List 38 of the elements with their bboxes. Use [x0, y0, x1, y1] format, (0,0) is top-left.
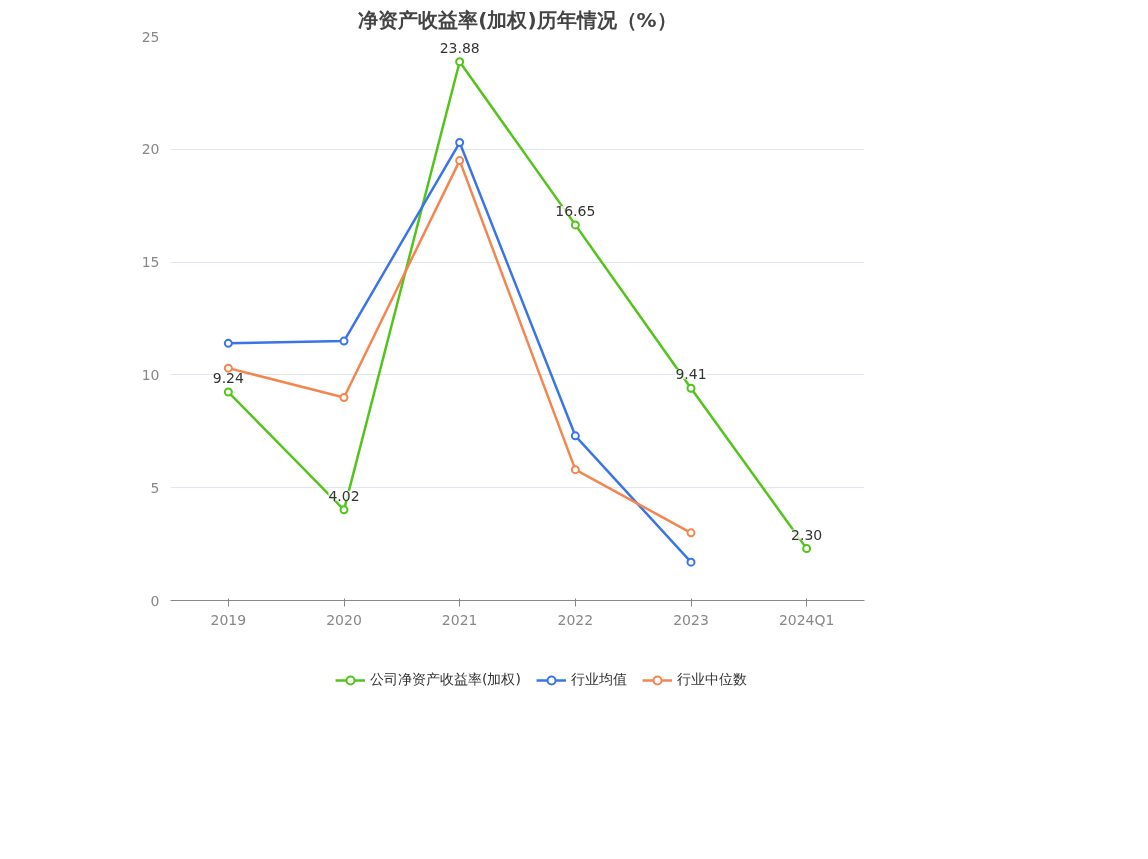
y-tick-label: 25	[141, 28, 160, 45]
point	[339, 505, 349, 515]
y-tick-label: 15	[141, 254, 160, 271]
point	[686, 528, 696, 538]
legend-label: 行业均值	[570, 671, 627, 689]
data-label: 23.88	[439, 39, 480, 56]
x-tick-label: 2021	[441, 611, 478, 628]
legend-label: 公司净资产收益率(加权)	[370, 671, 521, 689]
point	[339, 392, 349, 402]
x-tick-label: 2023	[673, 611, 709, 628]
data-label: 9.41	[675, 366, 707, 383]
point	[570, 431, 580, 441]
data-label: 2.30	[791, 526, 823, 543]
point	[570, 220, 580, 230]
x-tick-label: 2024Q1	[778, 611, 835, 628]
point	[455, 57, 465, 67]
point	[802, 544, 812, 554]
point	[686, 557, 696, 567]
x-tick-label: 2019	[210, 611, 247, 628]
point	[455, 156, 465, 166]
data-label: 9.24	[212, 370, 245, 387]
data-label: 4.02	[328, 487, 360, 504]
point	[223, 387, 233, 397]
y-tick-label: 5	[150, 479, 160, 496]
y-tick-label: 20	[141, 141, 160, 158]
chart-title: 净资产收益率(加权)历年情况（%）	[358, 7, 677, 32]
point	[223, 338, 233, 348]
y-tick-label: 10	[141, 366, 160, 383]
point	[686, 383, 696, 393]
x-tick-label: 2020	[326, 611, 362, 628]
point	[223, 363, 233, 373]
x-tick-label: 2022	[557, 611, 594, 628]
y-tick-label: 0	[150, 592, 160, 609]
legend-label: 行业中位数	[676, 671, 747, 689]
point	[339, 336, 349, 346]
point	[455, 138, 465, 148]
point	[570, 465, 580, 475]
data-label: 16.65	[555, 202, 596, 219]
